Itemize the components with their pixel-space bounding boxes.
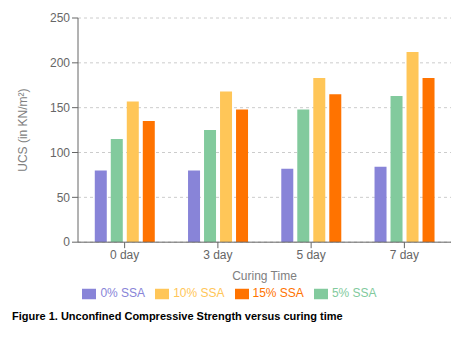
svg-text:0: 0 [63,235,70,249]
html-text:Figure 1. Unconfined Compressi: Figure 1. Unconfined Compressive Strengt… [12,310,343,322]
svg-text:Curing Time: Curing Time [232,269,297,283]
svg-text:3 day: 3 day [203,248,232,262]
svg-text:50: 50 [57,191,71,205]
html-text:0% SSA: 0% SSA [100,286,146,301]
html-text:5% SSA: 5% SSA [331,286,377,301]
svg-text:7 day: 7 day [390,248,419,262]
html-text:10% SSA: 10% SSA [173,286,225,301]
svg-text:250: 250 [50,11,70,25]
html-text:15% SSA: 15% SSA [252,286,304,301]
svg-text:UCS (in KN/m²): UCS (in KN/m²) [16,88,30,171]
svg-text:150: 150 [50,101,70,115]
svg-text:200: 200 [50,56,70,70]
svg-text:100: 100 [50,146,70,160]
svg-text:0 day: 0 day [110,248,139,262]
svg-text:5 day: 5 day [296,248,325,262]
